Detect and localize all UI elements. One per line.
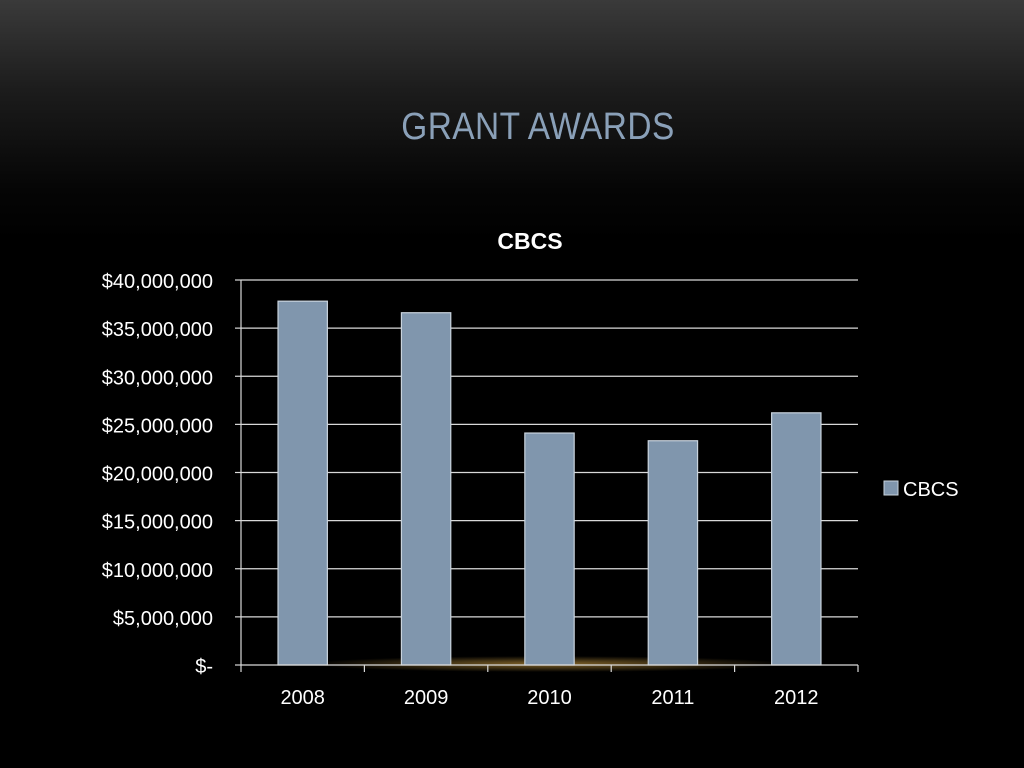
bar-2010: [524, 432, 575, 666]
x-tick-label: 2009: [404, 687, 449, 709]
slide-title: GRANT AWARDS: [401, 106, 675, 148]
bar-2008: [277, 300, 328, 666]
tick-labels: $- $5,000,000 $10,000,000 $15,000,000 $20,00…: [102, 271, 819, 709]
y-tick-label: $35,000,000: [102, 319, 213, 341]
y-tick-label: $15,000,000: [102, 512, 213, 534]
chart-title: CBCS: [497, 228, 562, 254]
y-tick-label: $30,000,000: [102, 367, 213, 389]
y-tick-label: $25,000,000: [102, 415, 213, 437]
bar-2011: [647, 440, 699, 666]
x-tick-label: 2012: [774, 687, 819, 709]
x-tick-label: 2010: [527, 687, 572, 709]
legend-label: CBCS: [903, 479, 959, 501]
axes: [235, 279, 859, 672]
y-tick-label: $20,000,000: [102, 464, 213, 486]
x-tick-label: 2008: [280, 687, 325, 709]
legend: CBCS: [883, 479, 959, 501]
bar-2012: [771, 412, 822, 666]
bars: [277, 300, 822, 666]
bar-2009: [400, 312, 452, 666]
y-tick-label: $5,000,000: [113, 608, 213, 630]
y-tick-label: $-: [195, 656, 213, 678]
y-tick-label: $10,000,000: [102, 560, 213, 582]
y-tick-label: $40,000,000: [102, 271, 213, 293]
x-tick-label: 2011: [651, 687, 694, 709]
legend-swatch: [883, 480, 899, 496]
